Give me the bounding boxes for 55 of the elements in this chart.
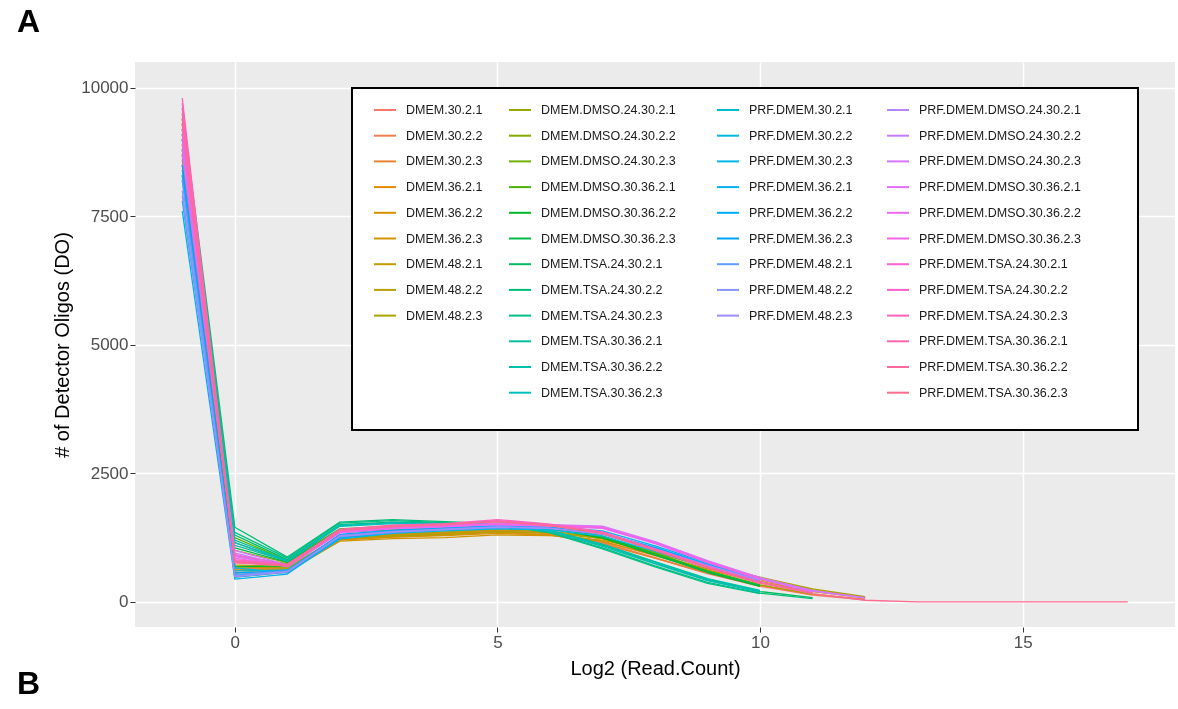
legend-label: PRF.DMEM.48.2.3 [749, 308, 853, 323]
legend-label: DMEM.48.2.2 [406, 282, 483, 297]
legend-label: PRF.DMEM.DMSO.30.36.2.3 [919, 231, 1081, 246]
y-tick-label: 0 [119, 592, 129, 612]
legend-label: DMEM.TSA.30.36.2.1 [541, 334, 663, 349]
x-tick-label: 0 [230, 632, 241, 652]
legend-label: DMEM.TSA.24.30.2.2 [541, 282, 663, 297]
text: B [17, 665, 41, 701]
legend-label: PRF.DMEM.DMSO.24.30.2.3 [919, 154, 1081, 169]
legend-label: PRF.DMEM.DMSO.30.36.2.2 [919, 205, 1081, 220]
legend-label: DMEM.36.2.3 [406, 231, 483, 246]
legend-label: DMEM.DMSO.30.36.2.3 [541, 231, 676, 246]
legend-label: PRF.DMEM.DMSO.24.30.2.2 [919, 128, 1081, 143]
legend-label: PRF.DMEM.TSA.30.36.2.1 [919, 334, 1068, 349]
legend-label: DMEM.48.2.1 [406, 257, 483, 272]
legend-label: DMEM.DMSO.30.36.2.1 [541, 180, 676, 195]
y-tick-label: 10000 [81, 78, 129, 98]
y-tick-label: 2500 [90, 463, 129, 483]
text: A [17, 3, 41, 39]
legend-label: DMEM.48.2.3 [406, 308, 483, 323]
legend-label: PRF.DMEM.TSA.24.30.2.1 [919, 257, 1068, 272]
legend-label: DMEM.TSA.30.36.2.3 [541, 385, 663, 400]
legend-label: DMEM.DMSO.30.36.2.2 [541, 205, 676, 220]
legend-label: PRF.DMEM.48.2.2 [749, 282, 853, 297]
legend-label: PRF.DMEM.30.2.2 [749, 128, 853, 143]
legend-label: PRF.DMEM.TSA.30.36.2.2 [919, 360, 1068, 374]
legend-label: DMEM.30.2.2 [406, 128, 483, 143]
legend-label: PRF.DMEM.TSA.30.36.2.3 [919, 385, 1068, 400]
legend-label: DMEM.TSA.24.30.2.1 [541, 257, 663, 272]
x-axis-title: Log2 (Read.Count) [570, 656, 741, 679]
legend-label: DMEM.TSA.24.30.2.3 [541, 308, 663, 323]
legend-label: PRF.DMEM.36.2.2 [749, 205, 853, 220]
legend-label: PRF.DMEM.36.2.1 [749, 180, 853, 195]
legend-label: DMEM.DMSO.24.30.2.2 [541, 128, 676, 143]
legend-label: DMEM.TSA.30.36.2.2 [541, 360, 663, 374]
legend-label: DMEM.36.2.2 [406, 205, 483, 220]
legend-label: PRF.DMEM.TSA.24.30.2.3 [919, 308, 1068, 323]
legend-label: DMEM.30.2.1 [406, 103, 483, 117]
legend-label: PRF.DMEM.TSA.24.30.2.2 [919, 282, 1068, 297]
legend-label: DMEM.36.2.1 [406, 180, 483, 195]
legend-label: DMEM.DMSO.24.30.2.3 [541, 154, 676, 169]
x-tick-label: 15 [1013, 632, 1033, 652]
x-tick-label: 10 [751, 632, 771, 652]
legend-label: DMEM.DMSO.24.30.2.1 [541, 103, 676, 117]
legend-label: PRF.DMEM.30.2.1 [749, 103, 853, 117]
legend-label: DMEM.30.2.3 [406, 154, 483, 169]
legend-label: PRF.DMEM.48.2.1 [749, 257, 853, 272]
legend-label: PRF.DMEM.36.2.3 [749, 231, 853, 246]
legend-label: PRF.DMEM.DMSO.24.30.2.1 [919, 103, 1081, 117]
legend-label: PRF.DMEM.30.2.3 [749, 154, 853, 169]
y-axis-title: # of Detector Oligos (DO) [51, 232, 74, 458]
legend-label: PRF.DMEM.DMSO.30.36.2.1 [919, 180, 1081, 195]
y-tick-label: 7500 [90, 206, 129, 226]
x-tick-label: 5 [493, 632, 503, 652]
y-tick-label: 5000 [90, 335, 129, 355]
